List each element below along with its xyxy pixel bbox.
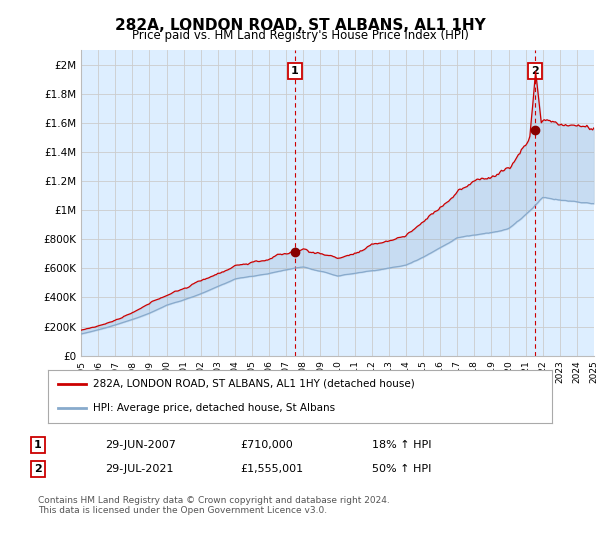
Text: 282A, LONDON ROAD, ST ALBANS, AL1 1HY: 282A, LONDON ROAD, ST ALBANS, AL1 1HY — [115, 18, 485, 33]
Text: Price paid vs. HM Land Registry's House Price Index (HPI): Price paid vs. HM Land Registry's House … — [131, 29, 469, 42]
Text: 2: 2 — [532, 66, 539, 76]
Text: 29-JUN-2007: 29-JUN-2007 — [105, 440, 176, 450]
Text: Contains HM Land Registry data © Crown copyright and database right 2024.
This d: Contains HM Land Registry data © Crown c… — [38, 496, 389, 515]
Text: 1: 1 — [291, 66, 298, 76]
Text: 1: 1 — [34, 440, 41, 450]
Text: £1,555,001: £1,555,001 — [240, 464, 303, 474]
Text: HPI: Average price, detached house, St Albans: HPI: Average price, detached house, St A… — [94, 403, 335, 413]
Text: 2: 2 — [34, 464, 41, 474]
Text: 282A, LONDON ROAD, ST ALBANS, AL1 1HY (detached house): 282A, LONDON ROAD, ST ALBANS, AL1 1HY (d… — [94, 379, 415, 389]
Text: £710,000: £710,000 — [240, 440, 293, 450]
Text: 29-JUL-2021: 29-JUL-2021 — [105, 464, 173, 474]
Text: 18% ↑ HPI: 18% ↑ HPI — [372, 440, 431, 450]
Text: 50% ↑ HPI: 50% ↑ HPI — [372, 464, 431, 474]
